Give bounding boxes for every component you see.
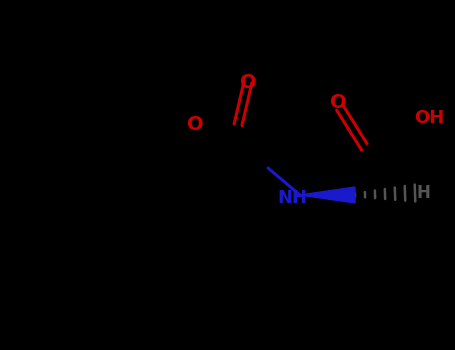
Text: H: H bbox=[416, 184, 430, 202]
Text: OH: OH bbox=[414, 109, 444, 127]
Polygon shape bbox=[300, 187, 355, 203]
Text: O: O bbox=[240, 72, 256, 91]
Text: NH: NH bbox=[277, 189, 307, 207]
Text: O: O bbox=[330, 93, 346, 112]
Text: O: O bbox=[187, 116, 203, 134]
